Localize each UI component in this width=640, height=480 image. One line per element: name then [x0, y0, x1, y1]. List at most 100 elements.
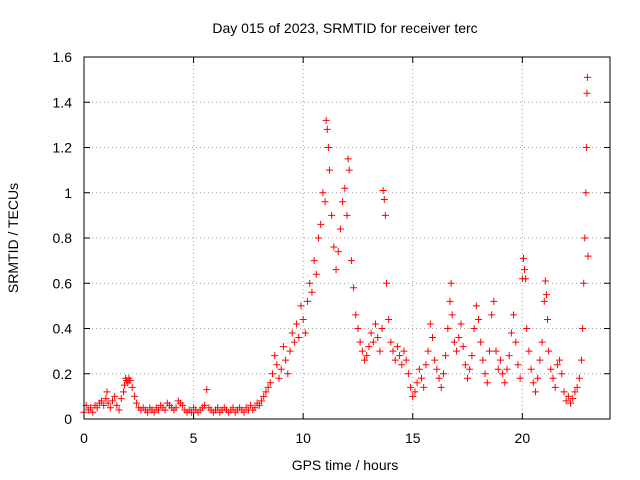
data-point — [468, 352, 476, 360]
data-point — [203, 386, 211, 394]
data-point — [389, 347, 397, 355]
plot-frame — [83, 56, 611, 420]
data-point — [583, 89, 591, 97]
data-point — [477, 338, 485, 346]
data-point — [347, 257, 355, 265]
data-point — [529, 379, 537, 387]
data-point — [251, 404, 259, 412]
data-point — [523, 325, 531, 332]
data-point — [578, 356, 586, 364]
data-point — [579, 325, 587, 332]
data-point — [450, 338, 458, 346]
data-point — [582, 144, 590, 151]
data-point — [201, 401, 209, 409]
data-point — [507, 329, 515, 337]
data-point — [111, 392, 119, 400]
data-point — [323, 125, 331, 133]
data-point — [447, 279, 455, 287]
data-point — [304, 297, 312, 305]
y-axis-label: SRMTID / TECUs — [5, 183, 21, 293]
data-point — [264, 383, 272, 391]
data-point — [580, 279, 588, 287]
data-point — [369, 338, 377, 346]
x-tick-label: 20 — [515, 430, 531, 446]
data-point — [312, 270, 320, 278]
data-point — [255, 401, 263, 409]
data-point — [584, 252, 592, 260]
data-point — [581, 234, 589, 242]
data-point — [130, 392, 138, 400]
data-point — [514, 361, 522, 369]
data-point — [544, 315, 552, 323]
data-point — [365, 343, 373, 351]
y-tick-label: 1.4 — [53, 94, 73, 110]
data-point — [472, 302, 480, 310]
data-point — [569, 395, 577, 403]
grid — [84, 57, 610, 419]
data-point — [352, 311, 360, 319]
data-point — [179, 401, 187, 409]
data-point — [494, 365, 502, 373]
data-point — [128, 383, 136, 391]
y-tick-labels: 0 0.2 0.4 0.6 0.8 1 1.2 1.4 1.6 — [53, 49, 73, 427]
data-point — [187, 408, 195, 416]
data-point — [322, 116, 330, 124]
data-point — [361, 356, 369, 364]
data-point — [492, 347, 500, 355]
data-point — [481, 370, 489, 378]
data-point — [541, 277, 549, 285]
data-point — [341, 184, 349, 192]
data-point — [374, 334, 382, 342]
data-point — [295, 334, 303, 342]
data-point — [284, 370, 292, 378]
data-point — [150, 408, 158, 416]
data-point — [407, 383, 415, 391]
data-point — [344, 155, 352, 163]
data-point — [382, 279, 390, 287]
data-point — [496, 356, 504, 364]
data-point — [325, 166, 333, 174]
data-point — [358, 347, 366, 355]
y-tick-label: 0.6 — [53, 275, 73, 291]
data-point — [521, 266, 529, 274]
data-point — [413, 379, 421, 387]
data-point — [567, 399, 575, 407]
y-tick-label: 1 — [64, 185, 72, 201]
data-point — [308, 288, 316, 296]
data-point — [536, 356, 544, 364]
data-point — [446, 297, 454, 305]
data-point — [102, 395, 110, 403]
data-point — [422, 361, 430, 369]
data-point — [144, 408, 152, 416]
data-point — [488, 311, 496, 319]
data-point — [516, 374, 524, 382]
data-point — [301, 329, 309, 337]
data-point — [106, 404, 114, 412]
data-point — [531, 388, 539, 396]
data-point — [279, 343, 287, 351]
data-point — [155, 406, 163, 414]
data-point — [583, 73, 591, 81]
data-point — [89, 408, 97, 416]
data-point — [409, 392, 417, 400]
data-point — [381, 211, 389, 219]
data-point — [319, 189, 327, 197]
data-point — [363, 352, 371, 360]
data-point — [367, 329, 375, 337]
data-point — [402, 356, 410, 364]
data-point — [542, 291, 550, 299]
data-point — [317, 220, 325, 228]
data-point — [505, 352, 513, 360]
data-point — [437, 383, 445, 391]
data-point — [172, 404, 180, 412]
data-point — [459, 343, 467, 351]
data-point — [522, 275, 530, 283]
y-tick-label: 0 — [64, 411, 72, 427]
data-point — [350, 284, 358, 292]
data-point — [393, 343, 401, 351]
data-point — [503, 365, 511, 373]
data-point — [457, 320, 465, 328]
data-point — [371, 320, 379, 328]
data-point — [115, 406, 123, 414]
data-point — [379, 186, 387, 194]
